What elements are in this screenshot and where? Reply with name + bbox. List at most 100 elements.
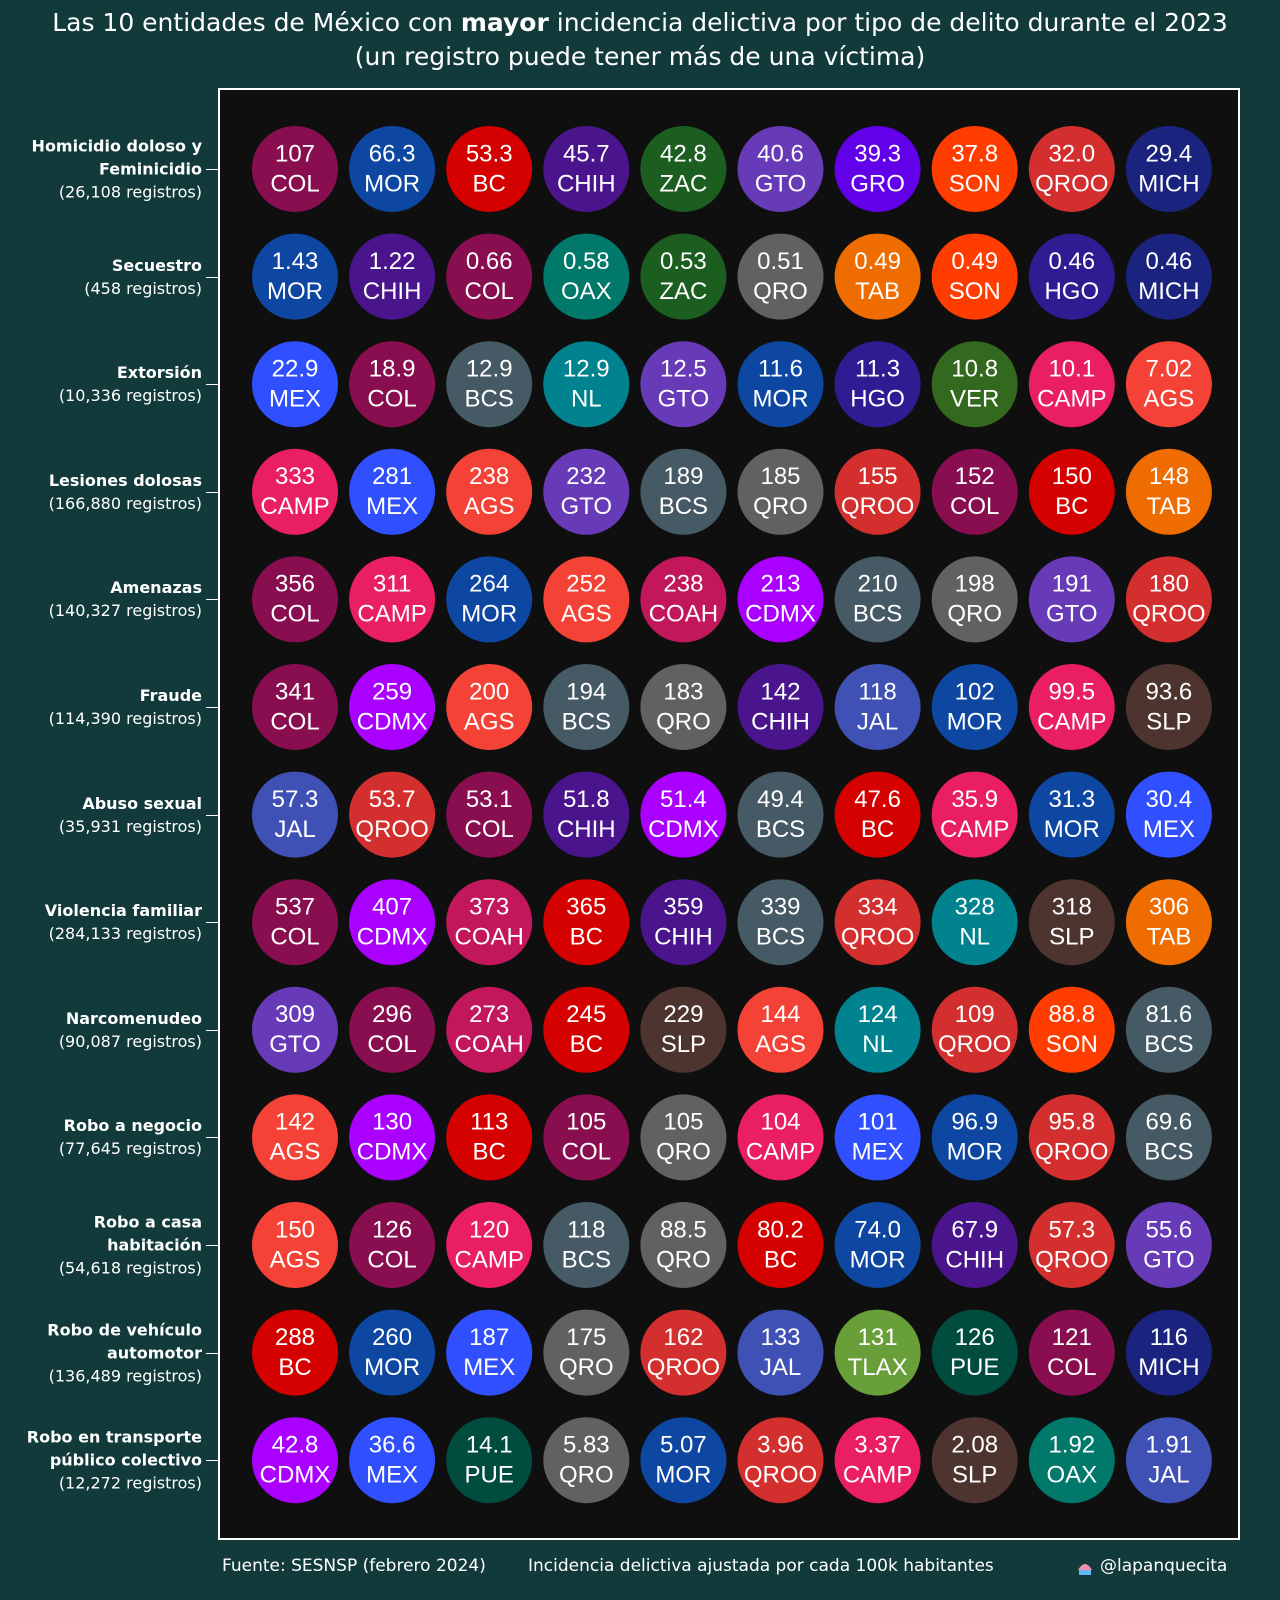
value-label: 37.8 — [951, 140, 998, 167]
state-dot — [543, 341, 630, 428]
state-label: QROO — [355, 816, 428, 843]
value-label: 259 — [372, 678, 412, 705]
row-label: Violencia familiar (284,133 registros) — [2, 899, 202, 945]
value-label: 96.9 — [951, 1109, 998, 1136]
value-label: 42.8 — [660, 140, 707, 167]
row-records: (284,133 registros) — [48, 924, 202, 944]
state-label: COL — [465, 278, 514, 305]
state-dot — [737, 556, 824, 643]
state-dot — [543, 986, 630, 1073]
title-line: Las 10 entidades de México con mayor inc… — [0, 6, 1280, 40]
value-label: 32.0 — [1048, 140, 1095, 167]
note: Incidencia delictiva ajustada por cada 1… — [528, 1556, 994, 1576]
state-dot — [543, 1309, 630, 1396]
value-label: 53.3 — [466, 140, 513, 167]
state-label: TAB — [855, 278, 900, 305]
state-label: JAL — [1148, 1462, 1189, 1489]
row-name: Robo de vehículo automotor — [47, 1320, 202, 1363]
source: Fuente: SESNSP (febrero 2024) — [222, 1556, 486, 1576]
value-label: 116 — [1150, 1324, 1188, 1351]
value-label: 36.6 — [369, 1432, 416, 1459]
value-label: 0.46 — [1048, 248, 1095, 275]
row-tick — [206, 922, 218, 924]
value-label: 51.4 — [660, 786, 707, 813]
state-label: BC — [764, 1246, 797, 1273]
state-dot — [1125, 448, 1212, 535]
value-label: 69.6 — [1146, 1109, 1193, 1136]
row-name: Abuso sexual — [82, 793, 202, 813]
state-label: MOR — [753, 386, 809, 413]
row-records: (458 registros) — [84, 278, 202, 298]
state-dot — [931, 233, 1018, 320]
state-dot — [543, 879, 630, 966]
state-dot — [252, 1309, 338, 1396]
state-label: BCS — [659, 493, 708, 520]
state-label: NL — [959, 924, 990, 951]
row-name: Robo a casa habitación — [93, 1212, 202, 1255]
state-dot — [349, 233, 436, 320]
row-records: (166,880 registros) — [48, 493, 202, 513]
row-name: Extorsión — [116, 363, 202, 383]
state-label: COAH — [455, 1031, 524, 1058]
state-dot — [834, 1309, 921, 1396]
state-label: QROO — [1035, 1139, 1108, 1166]
value-label: 51.8 — [563, 786, 610, 813]
value-label: 306 — [1149, 894, 1189, 921]
value-label: 88.5 — [660, 1216, 707, 1243]
state-dot — [931, 986, 1018, 1073]
state-label: HGO — [850, 386, 905, 413]
value-label: 1.22 — [369, 248, 416, 275]
state-label: COAH — [455, 924, 524, 951]
value-label: 5.07 — [660, 1432, 707, 1459]
value-label: 359 — [663, 894, 703, 921]
state-dot — [737, 986, 824, 1073]
value-label: 356 — [275, 571, 315, 598]
state-label: MOR — [364, 1354, 420, 1381]
value-label: 102 — [955, 678, 995, 705]
state-label: COL — [367, 386, 416, 413]
state-dot — [349, 341, 436, 428]
value-label: 0.58 — [563, 248, 610, 275]
state-label: COL — [270, 708, 319, 735]
state-label: GTO — [658, 386, 710, 413]
state-label: OAX — [561, 278, 612, 305]
state-label: CHIH — [654, 924, 713, 951]
value-label: 121 — [1052, 1324, 1092, 1351]
state-dot — [1125, 341, 1212, 428]
value-label: 198 — [955, 571, 995, 598]
state-dot — [543, 1094, 630, 1181]
state-dot — [1028, 126, 1115, 212]
value-label: 1.92 — [1048, 1432, 1095, 1459]
value-label: 150 — [275, 1216, 315, 1243]
state-label: QRO — [753, 278, 808, 305]
value-label: 18.9 — [369, 356, 416, 383]
value-label: 53.1 — [466, 786, 513, 813]
state-label: QROO — [1035, 1246, 1108, 1273]
state-dot — [446, 448, 533, 535]
state-dot — [446, 879, 533, 966]
state-dot — [834, 1202, 921, 1288]
state-label: MOR — [267, 278, 323, 305]
value-label: 189 — [663, 463, 703, 490]
state-dot — [1125, 986, 1212, 1073]
state-dot — [1125, 1309, 1212, 1396]
row-tick — [206, 276, 218, 278]
row-label: Robo a negocio (77,645 registros) — [2, 1114, 202, 1160]
state-dot — [834, 556, 921, 643]
row-tick — [206, 384, 218, 386]
value-label: 7.02 — [1146, 356, 1193, 383]
value-label: 113 — [470, 1109, 508, 1136]
value-label: 12.9 — [563, 356, 610, 383]
state-label: COAH — [649, 601, 718, 628]
state-label: ZAC — [659, 278, 707, 305]
value-label: 126 — [372, 1216, 412, 1243]
state-label: QROO — [841, 924, 914, 951]
state-dot — [834, 771, 921, 858]
state-label: GTO — [1046, 601, 1098, 628]
value-label: 311 — [373, 571, 411, 598]
value-label: 53.7 — [369, 786, 416, 813]
title-end: incidencia delictiva por tipo de delito … — [556, 8, 1228, 37]
state-dot — [252, 341, 338, 428]
state-label: GTO — [755, 170, 807, 197]
row-label: Abuso sexual (35,931 registros) — [2, 792, 202, 838]
